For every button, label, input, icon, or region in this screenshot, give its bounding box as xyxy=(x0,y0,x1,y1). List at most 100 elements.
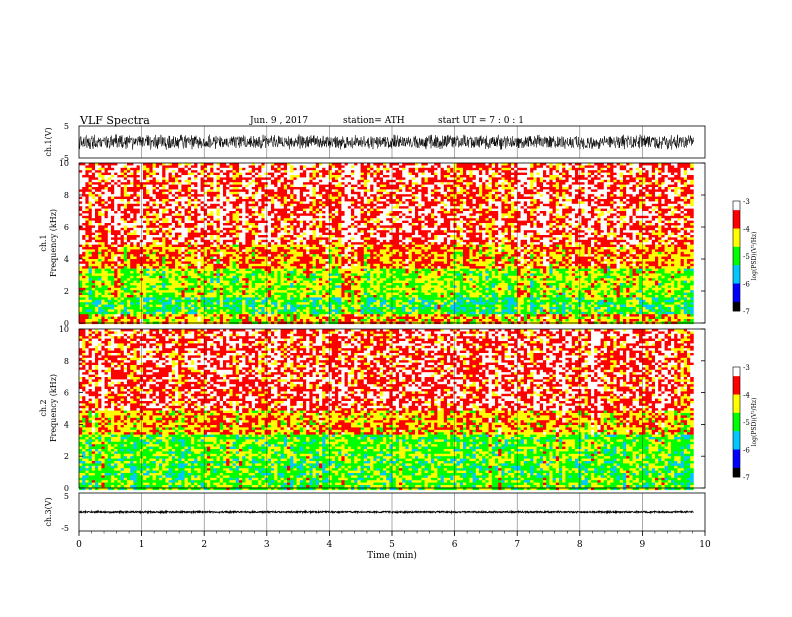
spectrogram-cell xyxy=(85,319,89,322)
spectrogram-cell xyxy=(101,206,105,209)
spectrogram-cell xyxy=(79,269,83,272)
spectrogram-cell xyxy=(121,240,125,243)
spectrogram-cell xyxy=(124,218,128,221)
spectrogram-cell xyxy=(98,295,102,298)
spectrogram-cell xyxy=(92,305,96,308)
spectrogram-cell xyxy=(130,245,134,248)
spectrogram-cell xyxy=(101,297,105,300)
spectrogram-cell xyxy=(95,297,99,300)
spectrogram-cell xyxy=(98,319,102,322)
spectrogram-cell xyxy=(101,168,105,171)
spectrogram-cell xyxy=(137,182,141,185)
spectrogram-cell xyxy=(124,269,128,272)
spectrogram-cell xyxy=(117,170,121,173)
spectrogram-cell xyxy=(79,163,83,166)
spectrogram-cell xyxy=(111,189,115,192)
spectrogram-cell xyxy=(92,266,96,269)
spectrogram-cell xyxy=(101,192,105,195)
spectrogram-cell xyxy=(89,173,93,176)
spectrogram-cell xyxy=(98,254,102,257)
spectrogram-cell xyxy=(127,259,131,262)
spectrogram-cell xyxy=(105,302,109,305)
spectrogram-cell xyxy=(85,273,89,276)
spectrogram-cell xyxy=(105,180,109,183)
spectrogram-cell xyxy=(92,249,96,252)
start-time-label: start UT = 7 : 0 : 1 xyxy=(438,116,524,126)
spectrogram-cell xyxy=(121,300,125,303)
date-label: Jun. 9 , 2017 xyxy=(249,116,308,126)
spectrogram-cell xyxy=(127,163,131,166)
spectrogram-cell xyxy=(79,216,83,219)
spectrogram-cell xyxy=(127,199,131,202)
spectrogram-cell xyxy=(124,300,128,303)
spectrogram-cell xyxy=(146,216,150,219)
spectrogram-cell xyxy=(149,288,153,291)
spectrogram-cell xyxy=(146,194,150,197)
spectrogram-cell xyxy=(124,307,128,310)
spectrogram-cell xyxy=(111,237,115,240)
spectrogram-cell xyxy=(95,223,99,226)
spectrogram-cell xyxy=(89,276,93,279)
spectrogram-cell xyxy=(89,204,93,207)
spectrogram-cell xyxy=(89,281,93,284)
spectrogram-cell xyxy=(85,302,89,305)
spectrogram-cell xyxy=(79,165,83,168)
spectrogram-cell xyxy=(105,216,109,219)
spectrogram-cell xyxy=(124,261,128,264)
spectrogram-cell xyxy=(98,252,102,255)
spectrogram-cell xyxy=(89,165,93,168)
spectrogram-cell xyxy=(146,259,150,262)
spectrogram-cell xyxy=(89,307,93,310)
spectrogram-cell xyxy=(111,261,115,264)
spectrogram-cell xyxy=(121,319,125,322)
spectrogram-cell xyxy=(127,237,131,240)
spectrogram-cell xyxy=(85,170,89,173)
spectrogram-cell xyxy=(98,276,102,279)
spectrogram-cell xyxy=(108,197,112,200)
spectrogram-cell xyxy=(85,223,89,226)
spectrogram-cell xyxy=(117,266,121,269)
spectrogram-cell xyxy=(111,290,115,293)
spectrogram-cell xyxy=(111,278,115,281)
spectrogram-cell xyxy=(79,302,83,305)
spectrogram-cell xyxy=(111,211,115,214)
spectrogram-cell xyxy=(146,199,150,202)
spectrogram-cell xyxy=(105,261,109,264)
spectrogram-cell xyxy=(114,269,118,272)
spectrogram-cell xyxy=(108,319,112,322)
figure-title: VLF Spectra xyxy=(79,114,150,127)
spectrogram-cell xyxy=(137,295,141,298)
spectrogram-cell xyxy=(92,223,96,226)
spectrogram-cell xyxy=(95,221,99,224)
spectrogram-cell xyxy=(85,199,89,202)
spectrogram-cell xyxy=(137,307,141,310)
spectrogram-cell xyxy=(79,187,83,190)
spectrogram-cell xyxy=(127,257,131,260)
spectrogram-cell xyxy=(82,288,86,291)
spectrogram-cell xyxy=(124,175,128,178)
spectrogram-cell xyxy=(127,189,131,192)
spectrogram-cell xyxy=(79,261,83,264)
spectrogram-cell xyxy=(79,252,83,255)
spectrogram-cell xyxy=(124,283,128,286)
spectrogram-cell xyxy=(146,187,150,190)
spectrogram-cell xyxy=(108,187,112,190)
spectrogram-cell xyxy=(121,278,125,281)
spectrogram-cell xyxy=(98,165,102,168)
spectrogram-cell xyxy=(146,223,150,226)
spectrogram-cell xyxy=(89,319,93,322)
spectrogram-cell xyxy=(82,252,86,255)
spectrogram-cell xyxy=(114,290,118,293)
spectrogram-cell xyxy=(98,228,102,231)
spectrogram-cell xyxy=(89,312,93,315)
spectrogram-cell xyxy=(133,273,137,276)
spectrogram-cell xyxy=(92,233,96,236)
spectrogram-cell xyxy=(143,182,147,185)
spectrogram-cell xyxy=(146,233,150,236)
spectrogram-cell xyxy=(146,283,150,286)
spectrogram-cell xyxy=(114,281,118,284)
spectrogram-cell xyxy=(85,259,89,262)
spectrogram-cell xyxy=(117,216,121,219)
spectrogram-cell xyxy=(127,283,131,286)
spectrogram-cell xyxy=(89,182,93,185)
